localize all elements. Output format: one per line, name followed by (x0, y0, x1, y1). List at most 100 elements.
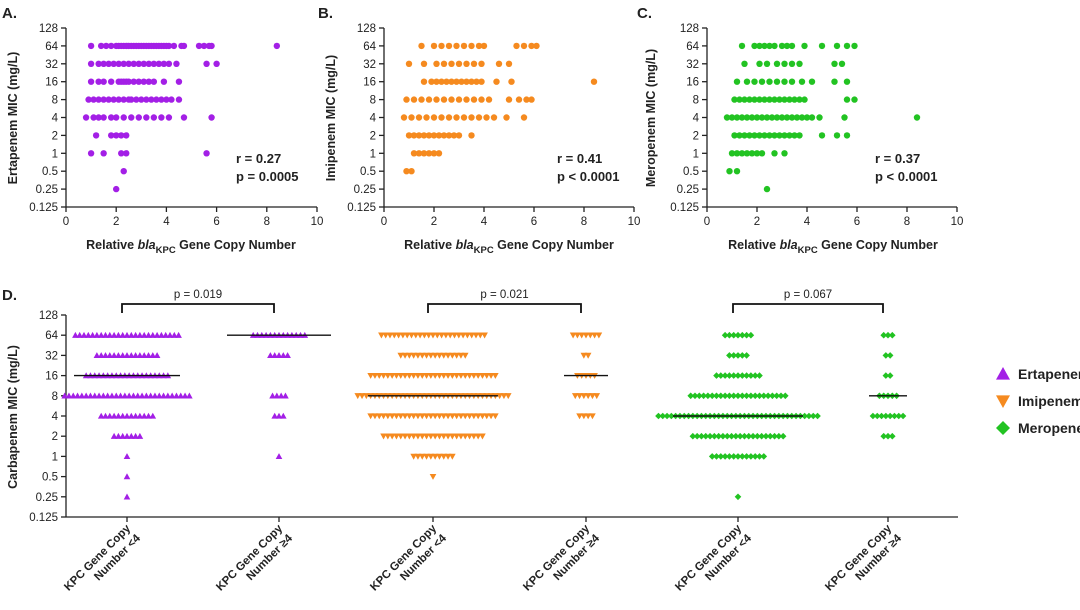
x-tick-label: 4 (804, 216, 811, 228)
data-point (406, 352, 413, 359)
data-point (528, 42, 535, 50)
panel-c-p-value: p < 0.0001 (875, 169, 938, 184)
data-point (733, 78, 741, 85)
data-point (145, 352, 152, 359)
data-point (753, 150, 761, 157)
data-point (113, 114, 120, 121)
data-point (275, 453, 283, 460)
data-point (801, 96, 808, 103)
data-point (163, 96, 170, 103)
data-point (449, 372, 456, 379)
data-point (778, 42, 786, 50)
data-point (416, 332, 424, 339)
data-point (758, 114, 766, 121)
data-point (132, 352, 139, 359)
data-point (433, 78, 440, 85)
data-point (487, 372, 495, 379)
data-point (771, 132, 778, 139)
data-point (470, 413, 478, 420)
data-point (668, 412, 675, 420)
data-point (128, 114, 135, 121)
data-point (123, 352, 131, 359)
panel-b-points (400, 42, 598, 175)
data-point (384, 413, 392, 420)
data-point (461, 413, 469, 420)
data-point (280, 412, 287, 419)
data-point (440, 372, 448, 379)
data-point (589, 393, 596, 400)
data-point (95, 96, 102, 103)
data-point (95, 392, 103, 399)
data-point (371, 372, 379, 379)
data-point (384, 372, 392, 379)
data-point (444, 372, 452, 379)
data-point (165, 42, 173, 50)
data-point (479, 413, 486, 420)
data-point (495, 60, 503, 67)
data-point (458, 78, 465, 85)
data-point (801, 412, 808, 420)
data-point (475, 42, 483, 50)
data-point (743, 453, 750, 460)
data-point (468, 332, 475, 339)
y-tick-label: 16 (686, 77, 699, 89)
data-point (698, 432, 705, 440)
y-tick-label: 2 (52, 130, 58, 142)
data-point (128, 96, 135, 103)
data-point (433, 60, 440, 67)
data-point (758, 432, 765, 440)
significance-bracket (427, 303, 582, 313)
data-point (463, 78, 470, 85)
data-point (728, 150, 736, 157)
data-point (899, 412, 907, 420)
data-point (460, 114, 468, 121)
panel-a-x-ticks: 0 2 4 6 8 10 (63, 206, 323, 228)
data-point (76, 331, 83, 338)
data-point (751, 78, 758, 85)
data-point (119, 352, 126, 359)
data-point (436, 433, 443, 440)
data-point (880, 432, 887, 440)
data-point (61, 392, 68, 399)
data-point (125, 392, 133, 399)
data-point (420, 60, 428, 67)
data-point (165, 60, 173, 67)
data-point (87, 60, 95, 67)
data-point (115, 432, 122, 439)
data-point (155, 60, 163, 67)
data-point (659, 412, 667, 420)
data-point (443, 78, 450, 85)
data-point (436, 372, 443, 379)
data-point (520, 114, 528, 121)
data-point (814, 412, 821, 420)
data-point (589, 413, 596, 420)
data-point (410, 96, 418, 103)
data-point (481, 332, 488, 339)
panel-a-p-value: p = 0.0005 (236, 169, 299, 184)
data-point (771, 432, 778, 440)
data-point (520, 42, 528, 50)
data-point (691, 392, 699, 400)
data-point (747, 453, 755, 460)
data-point (410, 413, 417, 420)
data-point (743, 150, 751, 157)
data-point (470, 60, 478, 67)
data-point (74, 392, 81, 399)
data-point (425, 132, 433, 139)
data-point (108, 392, 116, 399)
data-point (123, 453, 131, 460)
panel-b-p-value: p < 0.0001 (557, 169, 620, 184)
data-point (475, 114, 483, 121)
data-point (833, 42, 841, 50)
data-point (115, 412, 122, 419)
data-point (773, 78, 781, 85)
legend-label-imipenem: Imipenem (1018, 393, 1080, 409)
data-point (485, 96, 493, 103)
data-point (162, 331, 169, 338)
data-point (397, 372, 405, 379)
data-point (459, 332, 467, 339)
data-point (745, 432, 753, 440)
data-point (766, 132, 773, 139)
data-point (90, 96, 97, 103)
data-point (418, 42, 425, 50)
